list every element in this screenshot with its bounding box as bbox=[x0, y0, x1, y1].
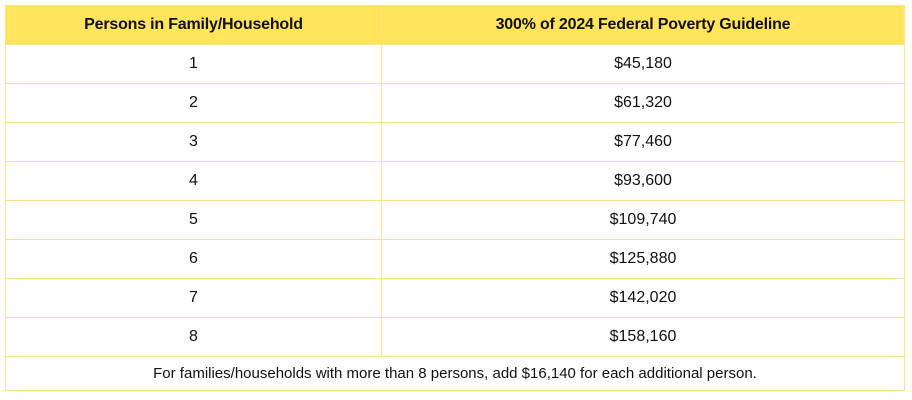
table-row: 8 $158,160 bbox=[5, 317, 905, 357]
poverty-guideline-table: Persons in Family/Household 300% of 2024… bbox=[5, 5, 905, 391]
persons-cell: 6 bbox=[5, 239, 382, 279]
persons-cell: 3 bbox=[5, 122, 382, 162]
amount-cell: $45,180 bbox=[381, 44, 905, 84]
table-row: 2 $61,320 bbox=[5, 83, 905, 123]
table-row: 3 $77,460 bbox=[5, 122, 905, 162]
table-row: 6 $125,880 bbox=[5, 239, 905, 279]
persons-cell: 2 bbox=[5, 83, 382, 123]
persons-cell: 7 bbox=[5, 278, 382, 318]
table-row: 5 $109,740 bbox=[5, 200, 905, 240]
persons-cell: 5 bbox=[5, 200, 382, 240]
amount-cell: $158,160 bbox=[381, 317, 905, 357]
persons-cell: 4 bbox=[5, 161, 382, 201]
table-row: 4 $93,600 bbox=[5, 161, 905, 201]
amount-cell: $61,320 bbox=[381, 83, 905, 123]
table-row: 1 $45,180 bbox=[5, 44, 905, 84]
amount-cell: $93,600 bbox=[381, 161, 905, 201]
amount-cell: $77,460 bbox=[381, 122, 905, 162]
amount-cell: $142,020 bbox=[381, 278, 905, 318]
column-header-persons: Persons in Family/Household bbox=[5, 5, 382, 45]
persons-cell: 8 bbox=[5, 317, 382, 357]
amount-cell: $109,740 bbox=[381, 200, 905, 240]
table-row: 7 $142,020 bbox=[5, 278, 905, 318]
table-header-row: Persons in Family/Household 300% of 2024… bbox=[5, 5, 905, 45]
table-footnote: For families/households with more than 8… bbox=[5, 356, 905, 391]
column-header-guideline-amount: 300% of 2024 Federal Poverty Guideline bbox=[381, 5, 905, 45]
footnote-row: For families/households with more than 8… bbox=[5, 356, 905, 391]
amount-cell: $125,880 bbox=[381, 239, 905, 279]
persons-cell: 1 bbox=[5, 44, 382, 84]
